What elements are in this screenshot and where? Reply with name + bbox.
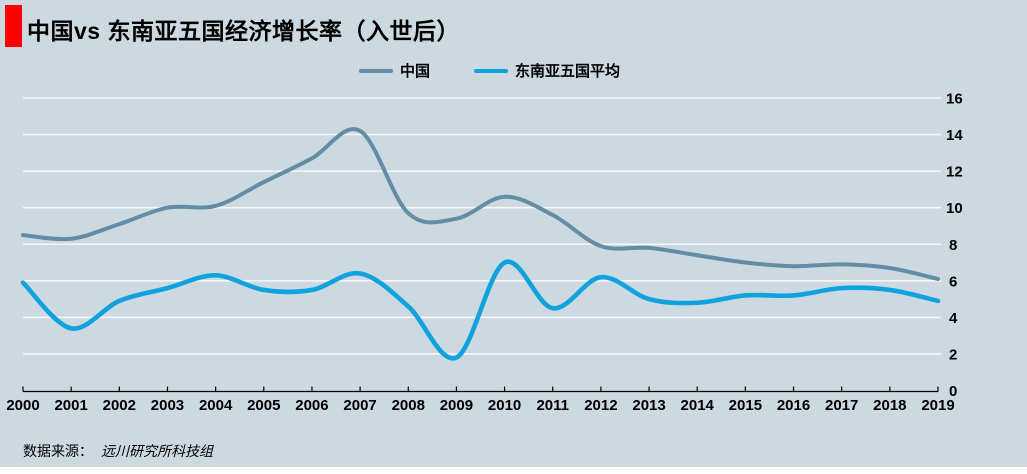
chart-title: 中国vs 东南亚五国经济增长率（入世后） <box>27 18 460 44</box>
series-line-sea <box>20 259 941 361</box>
legend-item-sea: 东南亚五国平均 <box>474 60 620 81</box>
y-axis-tick-label: 10 <box>946 200 963 217</box>
legend-swatch-china-icon <box>358 68 393 73</box>
chart-legend: 中国 东南亚五国平均 <box>0 60 1003 81</box>
data-source: 数据来源： 远川研究所科技组 <box>23 441 213 461</box>
y-axis-tick-label: 8 <box>949 237 957 254</box>
legend-swatch-sea-icon <box>474 68 508 73</box>
x-axis-tick-label: 2011 <box>536 397 569 414</box>
data-source-prefix: 数据来源： <box>23 443 93 459</box>
legend-label-china: 中国 <box>399 63 430 80</box>
x-axis-tick-label: 2013 <box>632 397 665 414</box>
title-row: 中国vs 东南亚五国经济增长率（入世后） <box>0 0 1027 52</box>
y-axis-tick-label: 12 <box>946 164 963 181</box>
x-axis-tick-label: 2014 <box>681 397 715 414</box>
y-axis-tick-label: 0 <box>949 383 957 400</box>
legend-label-sea: 东南亚五国平均 <box>515 63 621 80</box>
x-axis-tick-label: 2012 <box>584 397 617 414</box>
x-axis-tick-label: 2000 <box>6 397 39 414</box>
x-axis-tick-label: 2009 <box>440 397 473 414</box>
y-axis-tick-label: 16 <box>946 91 963 108</box>
legend-item-china: 中国 <box>358 60 430 81</box>
y-axis-tick-label: 14 <box>946 127 963 144</box>
x-axis-tick-label: 2001 <box>54 397 87 414</box>
x-axis-tick-label: 2008 <box>392 397 425 414</box>
data-source-name: 远川研究所科技组 <box>101 443 213 459</box>
x-axis-tick-label: 2006 <box>295 397 328 414</box>
title-accent-block <box>5 5 22 47</box>
x-axis-tick-label: 2017 <box>825 397 858 414</box>
x-axis-tick-label: 2018 <box>873 397 906 414</box>
x-axis-tick-label: 2002 <box>103 397 136 414</box>
x-axis-tick-label: 2005 <box>247 397 280 414</box>
y-axis-tick-label: 2 <box>949 346 957 363</box>
series-line-china <box>21 127 940 281</box>
x-axis-tick-label: 2007 <box>343 397 376 414</box>
bottom-strip <box>0 467 1027 474</box>
x-axis-tick-label: 2010 <box>488 397 521 414</box>
x-axis-tick-label: 2015 <box>729 397 762 414</box>
x-axis-tick-label: 2016 <box>777 397 810 414</box>
x-axis-tick-label: 2003 <box>151 397 184 414</box>
x-axis-tick-label: 2004 <box>199 397 233 414</box>
x-axis-tick-label: 2019 <box>921 397 954 414</box>
y-axis-tick-label: 4 <box>949 310 958 327</box>
y-axis-tick-label: 6 <box>949 273 957 290</box>
